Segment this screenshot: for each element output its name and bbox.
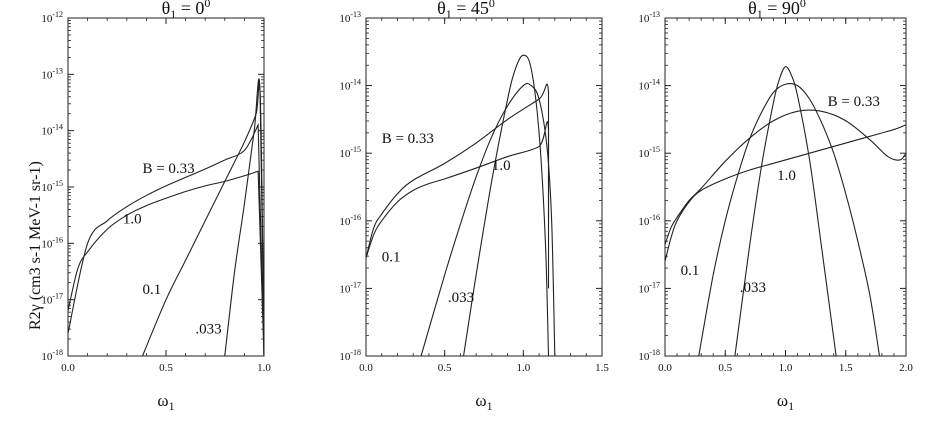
x-axis-title: ω1	[475, 391, 492, 413]
panel-title-sub: 1	[446, 7, 452, 21]
y-tick-label: 10-13	[638, 10, 660, 25]
series-line-3	[420, 82, 556, 356]
series-line-1	[366, 83, 550, 259]
x-tick-label: 0.0	[61, 362, 75, 374]
series-line-2	[665, 124, 906, 262]
x-tick-label: 1.5	[839, 362, 853, 374]
series-line-1	[68, 122, 264, 356]
x-tick-label: 2.0	[899, 362, 913, 374]
series-line-1	[665, 109, 906, 245]
panel-title-value: = 0	[176, 0, 204, 18]
panel-title-sup: 0	[204, 0, 210, 10]
svg-text:R2γ (cm3 s-1 MeV-1 sr-1): R2γ (cm3 s-1 MeV-1 sr-1)	[27, 161, 44, 330]
y-tick-label: 10-17	[638, 280, 660, 295]
curve-label-1: B = 0.33	[828, 94, 880, 110]
x-tick-label: 0.5	[718, 362, 732, 374]
panel-title: θ1 = 450	[437, 0, 495, 21]
chart-panel-1: θ1 = 00 10-18 10-17 10-16 10-15 10-14 10-13 10-…	[41, 0, 271, 413]
y-tick-label: 10-15	[41, 179, 63, 194]
panel-title-sub: 1	[757, 7, 763, 21]
curve-label-4: .033	[195, 321, 221, 337]
plot-frame	[365, 17, 603, 357]
panel-title-theta: θ	[162, 0, 171, 18]
curve-label-4: .033	[740, 280, 766, 296]
chart-panel-3: θ1 = 900 10-18 10-17 10-16 10-15 10-14 10-13 0.…	[638, 0, 913, 413]
curve-label-2: 1.0	[777, 168, 796, 184]
series-line-3	[141, 80, 264, 356]
curve-label-3: 0.1	[681, 263, 700, 279]
y-tick-label: 10-13	[339, 10, 361, 25]
panel-title-sub: 1	[170, 7, 176, 21]
y-tick-label: 10-15	[339, 145, 361, 160]
x-axis-title: ω1	[157, 391, 174, 413]
x-tick-label: 0.0	[359, 362, 373, 374]
y-tick-label: 10-16	[638, 213, 660, 228]
y-tick-label: 10-17	[339, 280, 361, 295]
y-tick-label: 10-13	[41, 66, 63, 81]
y-axis-title-text: R2γ (cm3 s-1 MeV-1 sr-1)	[27, 161, 44, 330]
y-tick-label: 10-18	[41, 348, 63, 363]
series-line-4	[224, 78, 264, 356]
panel-title-theta: θ	[437, 0, 446, 18]
y-tick-label: 10-14	[638, 78, 660, 93]
curve-label-2: 1.0	[123, 212, 142, 228]
curve-label-3: 0.1	[142, 282, 161, 298]
panel-title-theta: θ	[748, 0, 757, 18]
y-tick-label: 10-17	[41, 292, 63, 307]
curve-label-1: B = 0.33	[382, 131, 434, 147]
series-line-4	[734, 66, 837, 356]
y-tick-label: 10-18	[339, 348, 361, 363]
x-tick-label: 1.0	[257, 362, 271, 374]
x-axis-title: ω1	[777, 391, 794, 413]
curve-label-3: 0.1	[382, 249, 401, 265]
chart-panel-2: θ1 = 450 10-18 10-17 10-16 10-15 10-14 10-13 0.…	[339, 0, 609, 413]
x-tick-label: 0.5	[159, 362, 173, 374]
curve-label-2: 1.0	[492, 158, 511, 174]
panel-title-sup: 0	[489, 0, 495, 10]
curve-label-1: B = 0.33	[142, 161, 194, 177]
curve-label-4: .033	[448, 290, 474, 306]
y-axis-title: R2γ (cm3 s-1 MeV-1 sr-1)	[27, 161, 44, 330]
panel-title: θ1 = 900	[748, 0, 806, 21]
panel-title: θ1 = 00	[162, 0, 211, 21]
x-tick-label: 1.0	[779, 362, 793, 374]
y-tick-label: 10-18	[638, 348, 660, 363]
panel-title-sup: 0	[800, 0, 806, 10]
series-line-2	[68, 170, 264, 356]
series-line-3	[698, 82, 881, 356]
series-line-4	[463, 54, 550, 356]
plot-frame	[664, 17, 907, 357]
panel-title-value: = 45	[452, 0, 489, 18]
y-tick-label: 10-14	[41, 123, 63, 138]
x-tick-label: 0.0	[658, 362, 672, 374]
plot-frame	[67, 17, 265, 357]
x-tick-label: 1.5	[595, 362, 609, 374]
x-tick-label: 0.5	[438, 362, 452, 374]
y-tick-label: 10-16	[339, 213, 361, 228]
y-tick-label: 10-16	[41, 235, 63, 250]
y-tick-label: 10-14	[339, 78, 361, 93]
x-tick-label: 1.0	[516, 362, 530, 374]
panel-title-value: = 90	[763, 0, 800, 18]
y-tick-label: 10-15	[638, 145, 660, 160]
y-tick-label: 10-12	[41, 10, 63, 25]
series-line-2	[366, 121, 550, 289]
